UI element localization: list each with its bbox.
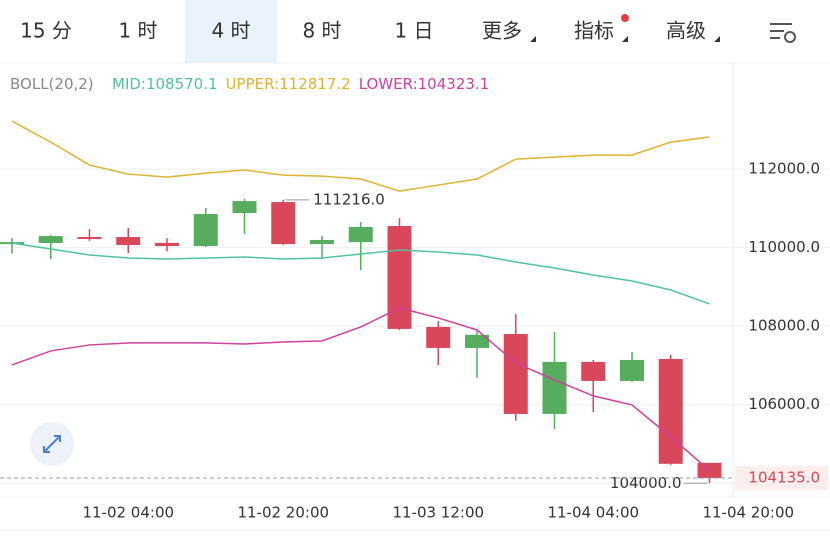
legend-entry: UPPER:112817.2	[226, 75, 351, 93]
plot: 104000.0 106000.0 108000.0 110000.0 112000.0…	[0, 120, 830, 522]
candle-body	[232, 201, 257, 214]
tab[interactable]: 4 时	[211, 19, 250, 43]
dropdown-triangle	[622, 36, 628, 42]
candle-body	[620, 359, 644, 381]
candle-body	[348, 227, 373, 243]
y-tick-label: 106000.0	[748, 395, 820, 413]
candle-body	[193, 214, 218, 247]
candle-body	[503, 334, 528, 414]
indicator-line	[11, 120, 710, 192]
tab[interactable]: 1 时	[118, 19, 157, 43]
indicator-line	[11, 242, 710, 305]
annotation-label: 111216.0	[313, 190, 385, 208]
candle-body	[387, 226, 412, 329]
last-price-label: 104135.0	[748, 468, 820, 486]
tab[interactable]: 指标	[574, 19, 614, 43]
candle-body	[658, 358, 683, 464]
x-tick-label: 11-02 04:00	[82, 504, 174, 522]
candle-body	[310, 239, 334, 245]
tab[interactable]: 15 分	[20, 19, 72, 43]
candle-body	[116, 237, 141, 246]
y-tick-label: 110000.0	[748, 238, 820, 256]
legend-entry: LOWER:104323.1	[359, 75, 490, 93]
candle-body	[542, 361, 567, 414]
expand-button[interactable]	[30, 422, 74, 466]
indicator-line	[11, 307, 710, 472]
tab[interactable]: 8 时	[302, 19, 341, 43]
candle-body	[38, 236, 63, 244]
candle-body	[271, 202, 296, 245]
x-tick-label: 11-03 12:00	[392, 504, 484, 522]
notice-dot	[621, 14, 629, 22]
tab[interactable]: 更多	[482, 19, 522, 43]
candle-body	[155, 242, 179, 247]
y-tick-label: 112000.0	[748, 160, 820, 178]
tab[interactable]: 1 日	[394, 19, 433, 43]
candle-body	[77, 237, 102, 240]
candle-body	[426, 326, 451, 348]
tab-bar: 15 分 1 时 4 时 8 时 1 日 更多 指标 高级	[20, 0, 720, 63]
x-tick-label: 11-04 20:00	[702, 504, 794, 522]
candle-body	[581, 361, 606, 381]
tab[interactable]: 高级	[666, 19, 706, 43]
legend-entry: MID:108570.1	[112, 75, 218, 93]
last-price-box	[735, 465, 828, 490]
x-tick-label: 11-02 20:00	[237, 504, 329, 522]
indicator-legend: BOLL(20,2) MID:108570.1 UPPER:112817.2 LOWE…	[10, 75, 489, 93]
settings-icon[interactable]	[770, 23, 796, 43]
x-tick-label: 11-04 04:00	[547, 504, 639, 522]
dropdown-triangle	[530, 36, 536, 42]
y-tick-label: 108000.0	[748, 317, 820, 335]
annotation-label: 104000.0	[610, 474, 682, 492]
indicator-name: BOLL(20,2)	[10, 75, 94, 93]
dropdown-triangle	[714, 36, 720, 42]
candle-body	[465, 334, 489, 348]
active-tab-bg	[185, 0, 277, 63]
